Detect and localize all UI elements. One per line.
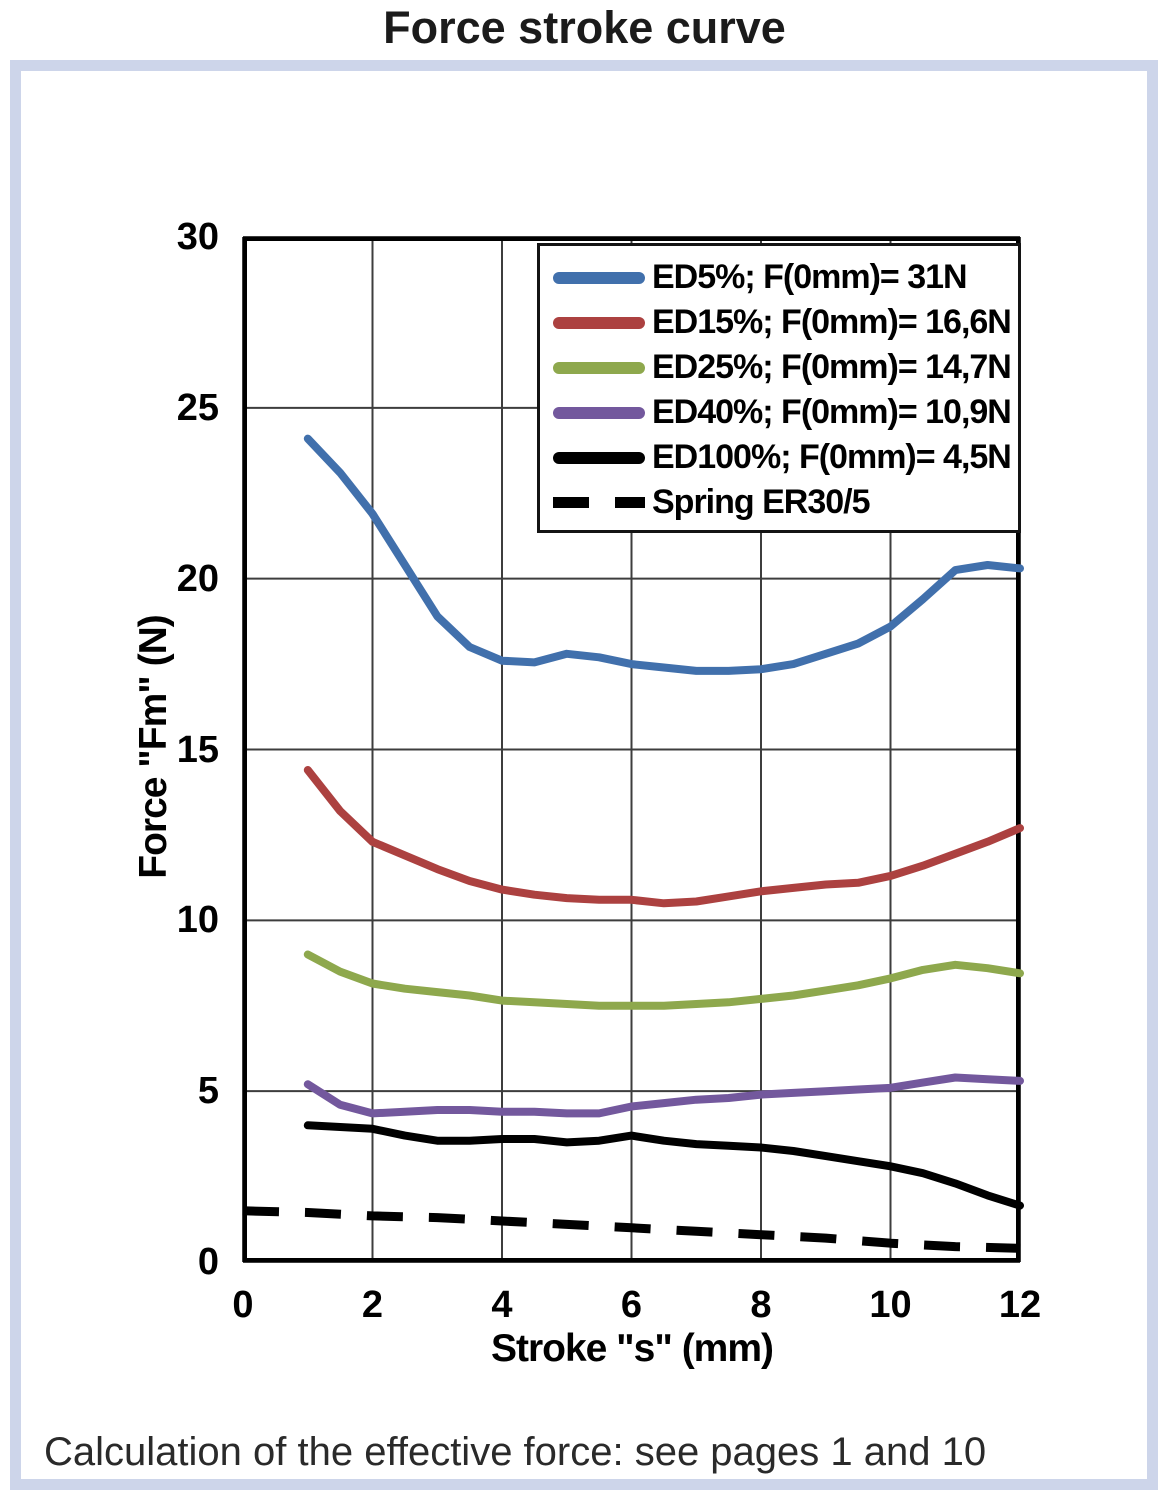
legend-line-icon: [553, 316, 645, 329]
legend-line-icon: [553, 406, 645, 419]
legend-label: ED100%; F(0mm)= 4,5N: [652, 438, 1012, 476]
x-tick-label: 8: [750, 1284, 772, 1326]
y-tick-label: 5: [197, 1070, 219, 1113]
x-tick-label: 12: [998, 1284, 1042, 1326]
legend-item-ED5: ED5%; F(0mm)= 31N: [553, 255, 1018, 300]
x-tick-label: 2: [361, 1284, 384, 1326]
x-axis-title: Stroke "s" (mm): [490, 1327, 774, 1370]
page-title: Force stroke curve: [383, 2, 786, 53]
chart-legend: ED5%; F(0mm)= 31N ED15%; F(0mm)= 16,6N ED2…: [537, 243, 1021, 533]
legend-label: Spring ER30/5: [652, 483, 871, 521]
x-tick-label: 6: [620, 1284, 643, 1326]
legend-item-ED15: ED15%; F(0mm)= 16,6N: [553, 300, 1018, 345]
caption-text: Calculation of the effective force: see …: [44, 1430, 987, 1474]
series-ED25: [303, 950, 1024, 1010]
y-tick-label: 30: [176, 216, 219, 258]
y-tick-label: 20: [176, 557, 219, 600]
y-tick-label: 25: [176, 386, 219, 429]
legend-line-icon: [553, 451, 645, 464]
legend-label: ED40%; F(0mm)= 10,9N: [652, 393, 1012, 431]
series-ED5: [303, 434, 1024, 675]
x-tick-label: 0: [232, 1284, 254, 1326]
plot-border: [243, 237, 1020, 1262]
series-ED100: [303, 1121, 1024, 1210]
x-tick-label: 10: [869, 1284, 912, 1326]
legend-label: ED5%; F(0mm)= 31N: [652, 258, 968, 296]
series-ED15: [303, 766, 1024, 908]
legend-label: ED15%; F(0mm)= 16,6N: [652, 303, 1012, 341]
legend-line-icon: [553, 271, 645, 284]
legend-item-ED40: ED40%; F(0mm)= 10,9N: [553, 390, 1018, 435]
series-SpringER30-5: [242, 1206, 1021, 1253]
legend-label: ED25%; F(0mm)= 14,7N: [652, 348, 1012, 386]
y-tick-label: 0: [197, 1241, 219, 1283]
legend-item-ED25: ED25%; F(0mm)= 14,7N: [553, 345, 1018, 390]
x-tick-label: 4: [491, 1284, 513, 1326]
y-tick-label: 15: [176, 728, 219, 771]
y-tick-label: 10: [176, 899, 219, 942]
legend-item-SpringER30-5: Spring ER30/5: [553, 480, 1018, 525]
legend-item-ED100: ED100%; F(0mm)= 4,5N: [553, 435, 1018, 480]
legend-dashed-line-icon: [553, 497, 645, 508]
legend-line-icon: [553, 361, 645, 374]
series-ED40: [303, 1073, 1024, 1118]
